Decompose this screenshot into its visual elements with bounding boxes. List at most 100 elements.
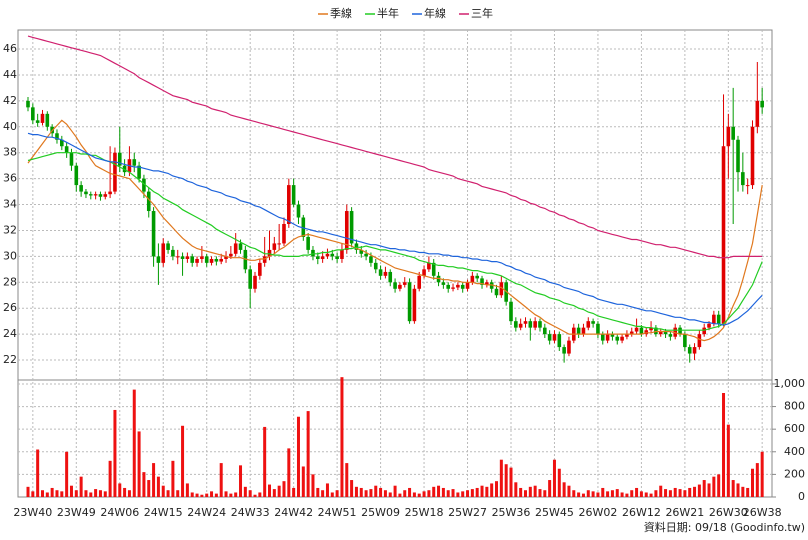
volume-bar <box>610 490 614 497</box>
y-tick-label: 34 <box>3 198 17 211</box>
x-tick-label: 24W42 <box>274 506 313 519</box>
y-tick-label: 30 <box>3 249 17 262</box>
candle-body <box>320 256 325 259</box>
candle-body <box>60 139 64 147</box>
volume-bar <box>55 490 59 497</box>
candle-body <box>456 284 460 288</box>
candle-body <box>306 236 310 250</box>
candle-body <box>79 185 83 192</box>
volume-bar <box>374 485 378 497</box>
volume-bar <box>282 481 286 497</box>
volume-bar <box>301 466 305 497</box>
candle-body <box>383 271 388 276</box>
candle-body <box>509 301 513 322</box>
volume-bar <box>412 492 416 497</box>
volume-bar <box>200 494 204 497</box>
volume-bar <box>118 483 122 497</box>
volume-bar <box>229 493 233 497</box>
volume-bar <box>263 426 267 497</box>
candle-body <box>663 331 668 335</box>
candle-body <box>557 334 562 348</box>
volume-bar <box>707 483 711 497</box>
candle-body <box>605 334 610 341</box>
candle-body <box>142 178 146 192</box>
candle-body <box>291 185 296 205</box>
volume-bar <box>615 489 619 497</box>
volume-bar <box>65 451 69 497</box>
volume-bar <box>190 492 194 497</box>
candle-body <box>451 287 455 289</box>
volume-bar <box>668 490 672 497</box>
x-tick-label: 26W21 <box>665 506 704 519</box>
volume-bar <box>432 486 436 497</box>
candle-body <box>465 282 470 289</box>
candle-body <box>760 100 764 108</box>
candle-body <box>470 275 475 283</box>
y-tick-label: 40 <box>3 120 17 133</box>
volume-bar <box>408 487 412 497</box>
volume-bar <box>712 476 716 497</box>
volume-bar <box>760 451 764 497</box>
volume-bar <box>528 486 532 497</box>
volume-bar <box>36 449 40 497</box>
volume-bar <box>678 489 682 497</box>
candle-body <box>678 327 682 335</box>
volume-tick-label: 1,000 <box>774 377 806 390</box>
volume-bar <box>388 492 392 497</box>
volume-bar <box>340 377 344 497</box>
candle-body <box>122 165 127 173</box>
candle-body <box>93 194 98 196</box>
candle-body <box>45 113 50 127</box>
ma-line <box>27 119 763 342</box>
candle-body <box>402 282 407 285</box>
candle-body <box>175 256 180 258</box>
candle-body <box>311 249 315 257</box>
volume-bar <box>243 486 247 497</box>
volume-bar <box>166 490 170 497</box>
source-note: 資料日期: 09/18 (Goodinfo.tw) <box>644 520 805 534</box>
candle-body <box>639 327 644 335</box>
candle-body <box>697 334 702 348</box>
candle-body <box>427 262 431 270</box>
candle-body <box>412 288 417 322</box>
candle-body <box>64 146 69 153</box>
candle-body <box>726 126 731 147</box>
candle-body <box>180 256 185 259</box>
candle-body <box>441 282 446 285</box>
volume-bar <box>499 459 503 497</box>
plot-frame <box>17 29 773 498</box>
volume-bar <box>369 489 373 497</box>
candle-body <box>296 204 301 218</box>
candle-body <box>69 152 74 166</box>
candle-body <box>325 253 330 257</box>
candle-body <box>55 133 59 140</box>
candle-body <box>117 152 122 166</box>
volume-bar <box>606 491 610 497</box>
volume-bar <box>113 409 117 497</box>
volume-tick-label: 200 <box>784 467 805 480</box>
candle-body <box>567 340 571 354</box>
volume-bar <box>567 485 571 497</box>
volume-bar <box>509 467 513 497</box>
x-tick-label: 23W40 <box>13 506 52 519</box>
x-tick-label: 26W02 <box>579 506 618 519</box>
candle-body <box>132 159 137 166</box>
candle-body <box>649 327 653 331</box>
candle-body <box>716 314 721 324</box>
candle-body <box>161 243 166 263</box>
candle-body <box>422 269 426 276</box>
volume-bar <box>441 487 445 497</box>
volume-bar <box>379 487 383 497</box>
volume-bar <box>272 489 276 497</box>
candle-body <box>277 243 281 245</box>
volume-bar <box>731 480 735 497</box>
candle-body <box>364 253 368 257</box>
volume-bar <box>543 490 547 497</box>
candle-body <box>301 217 306 237</box>
volume-bar <box>185 483 189 497</box>
y-tick-label: 46 <box>3 42 17 55</box>
volume-bar <box>40 490 44 497</box>
candle-body <box>514 321 518 328</box>
volume-bar <box>398 493 402 497</box>
